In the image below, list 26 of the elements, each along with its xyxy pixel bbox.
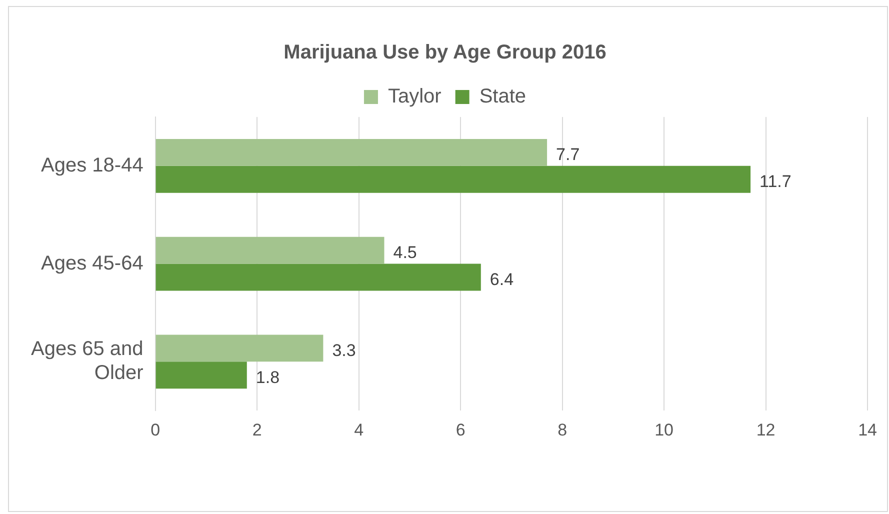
x-tick-label: 0 bbox=[150, 420, 160, 440]
x-tick-label: 12 bbox=[756, 420, 776, 440]
chart-title: Marijuana Use by Age Group 2016 bbox=[284, 42, 606, 64]
data-label: 7.7 bbox=[556, 145, 580, 164]
y-tick-label: Ages 65 and Older bbox=[30, 338, 144, 384]
data-label: 1.8 bbox=[256, 368, 280, 387]
x-tick-label: 10 bbox=[654, 420, 674, 440]
bar bbox=[156, 236, 384, 264]
data-label: 6.4 bbox=[490, 270, 514, 289]
y-tick-label: Ages 45-64 bbox=[41, 252, 144, 274]
legend-label: Taylor bbox=[388, 86, 442, 108]
bar bbox=[156, 139, 548, 166]
bar bbox=[156, 334, 324, 362]
data-label: 11.7 bbox=[760, 172, 792, 192]
bar bbox=[156, 166, 751, 193]
y-tick-label: Ages 18-44 bbox=[41, 154, 144, 176]
bar bbox=[156, 264, 481, 291]
data-label: 4.5 bbox=[393, 243, 417, 262]
data-label: 3.3 bbox=[332, 340, 356, 360]
x-tick-label: 2 bbox=[252, 420, 262, 440]
bar bbox=[156, 362, 247, 389]
x-tick-label: 8 bbox=[558, 420, 568, 440]
x-tick-label: 14 bbox=[858, 420, 878, 440]
x-tick-label: 6 bbox=[456, 420, 466, 440]
legend-label: State bbox=[479, 86, 526, 108]
x-tick-label: 4 bbox=[354, 420, 364, 440]
